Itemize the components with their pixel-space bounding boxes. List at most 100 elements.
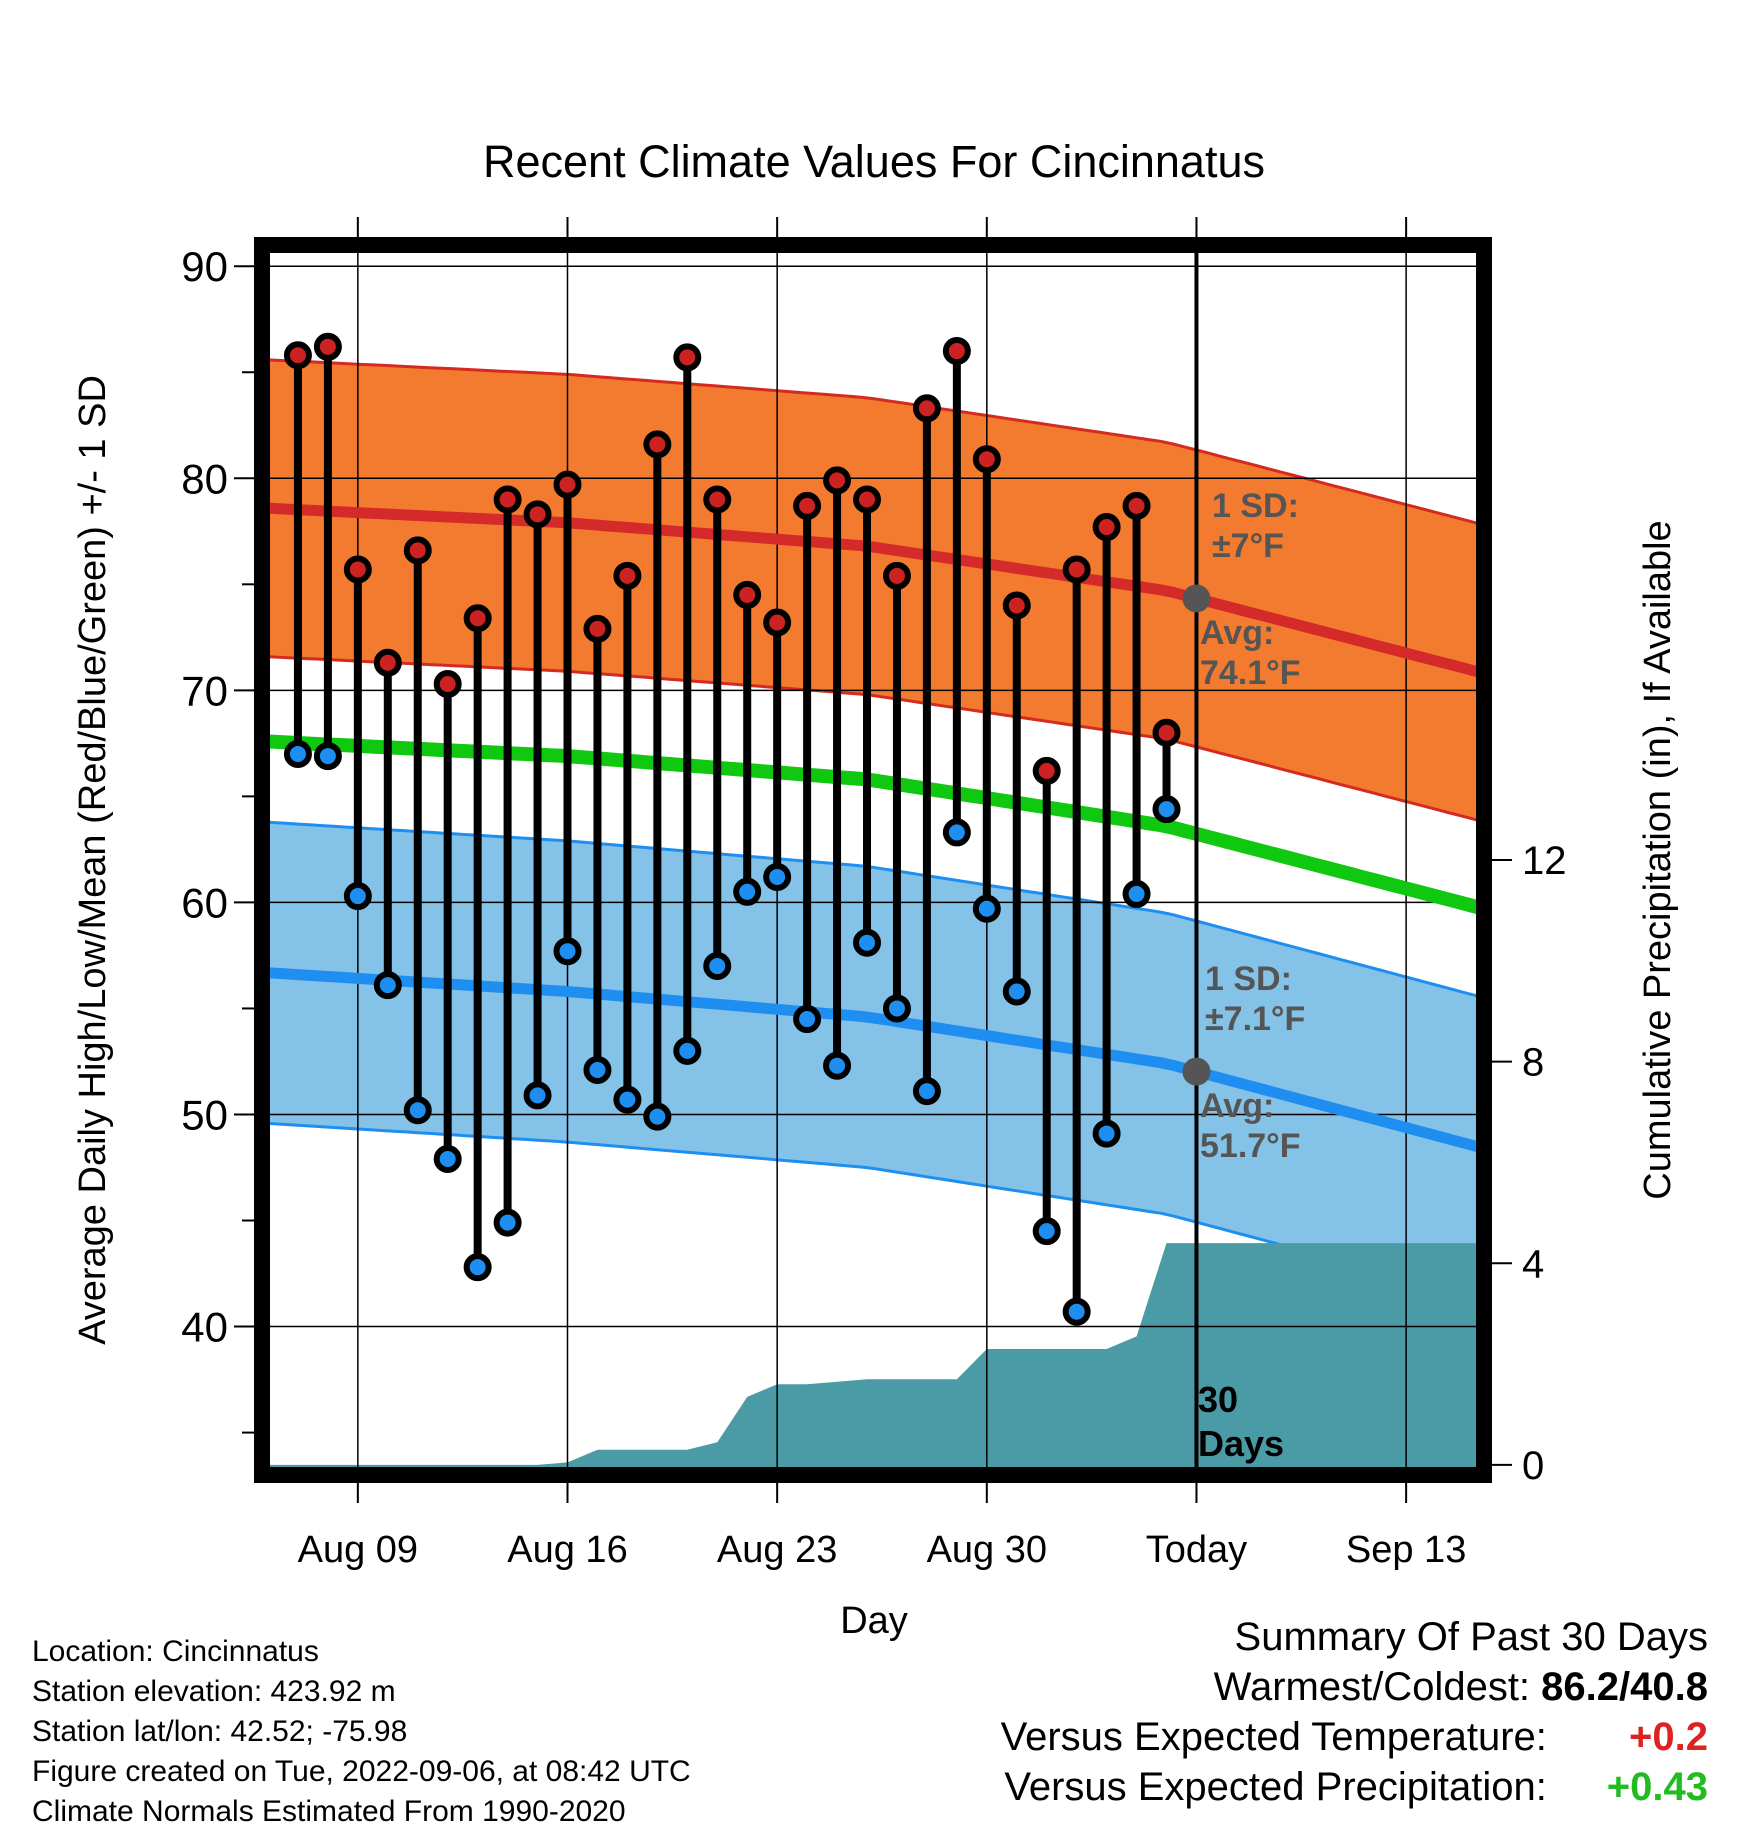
low-point — [583, 1055, 612, 1084]
high-point — [493, 485, 522, 514]
temp-label: Versus Expected Temperature: — [1000, 1715, 1547, 1759]
y-tick-label: 40 — [181, 1304, 228, 1351]
low-point — [673, 1036, 702, 1065]
days-label: 30 Days — [1198, 1379, 1284, 1464]
high-point — [313, 332, 342, 361]
low-point — [283, 739, 312, 768]
warm-cold-label: Warmest/Coldest: — [1213, 1665, 1531, 1709]
low-point — [912, 1077, 941, 1106]
summary-heading: Summary Of Past 30 Days — [1234, 1615, 1708, 1659]
warm-cold-row: Warmest/Coldest: 86.2/40.8 — [1001, 1662, 1708, 1712]
low-point — [793, 1005, 822, 1034]
high-avg-annotation-line: Avg: — [1200, 614, 1274, 652]
x-tick-label: Aug 16 — [507, 1529, 627, 1571]
y2-tick-label: 12 — [1522, 839, 1567, 883]
today-high-marker — [1182, 584, 1211, 613]
low-avg-annotation-line: 51.7°F — [1200, 1127, 1301, 1165]
high-point — [583, 614, 612, 643]
elevation-text: Station elevation: 423.92 m — [32, 1675, 396, 1708]
temp-value: +0.2 — [1629, 1715, 1708, 1759]
low-sd-upper-edge — [262, 820, 1484, 1000]
high-point — [703, 485, 732, 514]
high-point — [673, 343, 702, 372]
high-point — [463, 604, 492, 633]
x-tick-label: Today — [1146, 1529, 1247, 1571]
low-avg-annotation: Avg: 51.7°F — [1200, 1087, 1301, 1165]
low-point — [403, 1096, 432, 1125]
y-tick-label: 90 — [181, 243, 228, 290]
y2-tick-label: 4 — [1522, 1242, 1544, 1286]
low-point — [1122, 879, 1151, 908]
low-point — [523, 1081, 552, 1110]
low-point — [882, 994, 911, 1023]
y-tick-label: 60 — [181, 879, 228, 926]
y2-tick-label: 8 — [1522, 1041, 1544, 1085]
low-point — [823, 1051, 852, 1080]
normal-high-line — [262, 502, 1484, 679]
y2-tick-label: 0 — [1522, 1444, 1544, 1488]
low-point — [763, 862, 792, 891]
high-point — [1002, 591, 1031, 620]
low-point — [1032, 1217, 1061, 1246]
plot-clip-group — [262, 245, 1484, 1475]
high-point — [733, 580, 762, 609]
y-tick-label: 80 — [181, 455, 228, 502]
low-point — [1092, 1119, 1121, 1148]
precip-value: +0.43 — [1606, 1765, 1708, 1809]
high-point — [1122, 491, 1151, 520]
high-point — [1092, 513, 1121, 542]
high-sd-lower-edge — [262, 654, 1484, 824]
chart-title: Recent Climate Values For Cincinnatus — [483, 136, 1265, 187]
high-point — [1032, 756, 1061, 785]
low-point — [1062, 1297, 1091, 1326]
x-tick-label: Aug 09 — [298, 1529, 418, 1571]
high-point — [643, 430, 672, 459]
high-point — [853, 485, 882, 514]
high-point — [373, 648, 402, 677]
x-tick-label: Aug 23 — [717, 1529, 837, 1571]
days-label-line: 30 — [1198, 1379, 1238, 1420]
high-sd-upper-edge — [262, 358, 1484, 527]
plot-frame — [254, 237, 1492, 1483]
y-axis-label: Average Daily High/Low/Mean (Red/Blue/Gr… — [72, 375, 114, 1345]
high-sd-annotation: 1 SD: ±7°F — [1212, 487, 1299, 565]
high-sd-annotation-line: 1 SD: — [1212, 487, 1299, 525]
precip-label: Versus Expected Precipitation: — [1004, 1765, 1547, 1809]
today-low-marker — [1182, 1057, 1211, 1086]
low-point — [1152, 795, 1181, 824]
high-point — [523, 500, 552, 529]
normal-mean-line — [262, 734, 1484, 916]
high-avg-annotation: Avg: 74.1°F — [1200, 614, 1301, 692]
low-point — [942, 818, 971, 847]
high-point — [613, 561, 642, 590]
created-text: Figure created on Tue, 2022-09-06, at 08… — [32, 1755, 691, 1788]
low-point — [373, 971, 402, 1000]
low-avg-annotation-line: Avg: — [1200, 1087, 1274, 1125]
high-point — [763, 608, 792, 637]
low-point — [613, 1085, 642, 1114]
high-point — [823, 466, 852, 495]
warm-cold-value: 86.2/40.8 — [1541, 1665, 1708, 1709]
precip-row: Versus Expected Precipitation: +0.43 — [1001, 1762, 1708, 1812]
high-point — [553, 470, 582, 499]
low-point — [1002, 977, 1031, 1006]
high-avg-annotation-line: 74.1°F — [1200, 654, 1301, 692]
high-point — [1062, 555, 1091, 584]
high-point — [793, 491, 822, 520]
low-point — [433, 1145, 462, 1174]
x-tick-label: Sep 13 — [1346, 1529, 1466, 1571]
normals-text: Climate Normals Estimated From 1990-2020 — [32, 1795, 626, 1828]
x-axis-label: Day — [840, 1600, 908, 1642]
high-sd-annotation-line: ±7°F — [1212, 527, 1284, 565]
low-point — [853, 928, 882, 957]
normal-low-line — [262, 966, 1484, 1154]
temp-row: Versus Expected Temperature: +0.2 — [1001, 1712, 1708, 1762]
station-info: Location: Cincinnatus Station elevation:… — [32, 1632, 691, 1832]
high-point — [882, 561, 911, 590]
high-point — [972, 445, 1001, 474]
y-tick-label: 70 — [181, 667, 228, 714]
low-sd-annotation-line: ±7.1°F — [1205, 1000, 1305, 1038]
low-point — [463, 1253, 492, 1282]
